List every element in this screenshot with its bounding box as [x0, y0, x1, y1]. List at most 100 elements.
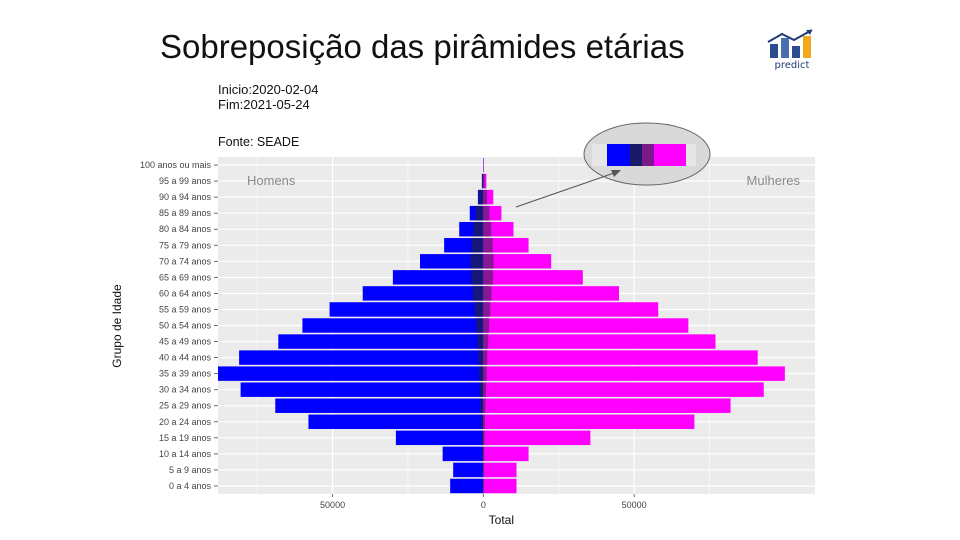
bar-overlay-men	[481, 430, 484, 446]
y-tick-label: 45 a 49 anos	[159, 337, 212, 347]
bar-overlay-men	[481, 414, 484, 430]
bar-women	[483, 286, 620, 301]
callout-arrow-line	[515, 171, 618, 208]
bar-overlay-women	[483, 318, 490, 333]
bar-overlay-women	[483, 221, 492, 237]
bar-overlay-men	[478, 189, 484, 205]
bar-men	[395, 430, 484, 446]
y-tick-label: 55 a 59 anos	[159, 304, 212, 314]
x-tick-label: 50000	[320, 500, 345, 510]
women-annotation: Mulheres	[747, 173, 801, 188]
bar-overlay-men	[479, 366, 484, 381]
y-tick-label: 85 a 89 anos	[159, 208, 212, 218]
bar-overlay-men	[474, 302, 484, 317]
men-annotation: Homens	[247, 173, 296, 188]
y-tick-label: 90 a 94 anos	[159, 192, 212, 202]
bar-men	[308, 414, 484, 430]
y-tick-label: 60 a 64 anos	[159, 288, 212, 298]
x-tick-labels: 50000 0 50000	[320, 494, 647, 510]
bar-men	[453, 462, 484, 478]
bar-overlay-women	[483, 254, 494, 269]
bar-overlay-men	[471, 270, 484, 285]
bar-women	[483, 446, 529, 462]
bar-overlay-men	[482, 462, 484, 478]
y-tick-label: 0 a 4 anos	[169, 481, 212, 491]
start-date-label: Inicio:2020-02-04	[218, 82, 319, 97]
bar-women	[483, 302, 659, 317]
y-tick-label: 50 a 54 anos	[159, 321, 212, 331]
logo-text: predict	[774, 60, 810, 71]
bar-overlay-men	[475, 205, 484, 221]
bar-women	[483, 398, 731, 413]
x-tick-label: 0	[481, 500, 486, 510]
bar-women	[483, 350, 758, 365]
bar-overlay-women	[483, 414, 485, 430]
bar-overlay-women	[483, 366, 487, 381]
bar-overlay-men	[473, 221, 484, 237]
y-tick-label: 35 a 39 anos	[159, 369, 212, 379]
y-tick-label: 25 a 29 anos	[159, 401, 212, 411]
bar-overlay-men	[476, 318, 484, 333]
y-tick-labels: 0 a 4 anos 5 a 9 anos 10 a 14 anos 15 a 19 …	[140, 160, 218, 491]
legend-swatch-men	[607, 144, 630, 166]
bar-men	[218, 366, 484, 381]
bar-women	[483, 238, 529, 253]
bar-women	[483, 254, 552, 269]
end-date-label: Fim:2021-05-24	[218, 97, 310, 112]
bar-overlay-women	[483, 334, 489, 349]
bar-men	[420, 254, 484, 269]
bar-overlay-men	[473, 286, 484, 301]
bar-women	[483, 430, 591, 446]
y-tick-label: 5 a 9 anos	[169, 465, 212, 475]
bar-men	[442, 446, 484, 462]
bar-women	[483, 334, 716, 349]
bar-women	[483, 318, 689, 333]
bar-men	[278, 334, 484, 349]
legend-swatch-overlay-women	[642, 144, 654, 166]
y-tick-label: 20 a 24 anos	[159, 417, 212, 427]
bar-women	[483, 382, 764, 397]
bar-overlay-women	[483, 205, 490, 221]
bar-overlay-women	[483, 478, 484, 494]
bar-men	[450, 478, 484, 494]
bar-overlay-women	[483, 382, 487, 397]
bar-men	[392, 270, 484, 285]
y-tick-label: 80 a 84 anos	[159, 224, 212, 234]
y-tick-label: 95 a 99 anos	[159, 176, 212, 186]
bar-men	[240, 382, 484, 397]
bar-overlay-men	[477, 334, 484, 349]
y-tick-label: 70 a 74 anos	[159, 256, 212, 266]
bar-overlay-women	[483, 446, 485, 462]
bar-overlay-men	[471, 238, 484, 253]
y-tick-label: 75 a 79 anos	[159, 240, 212, 250]
logo-graphic	[767, 29, 813, 58]
bar-women	[483, 173, 487, 189]
bar-overlay-men	[482, 446, 484, 462]
y-tick-label: 30 a 34 anos	[159, 385, 212, 395]
bars-layer	[218, 157, 785, 494]
bar-men	[329, 302, 484, 317]
bar-overlay-men	[470, 254, 484, 269]
bar-women	[483, 478, 517, 494]
source-label: Fonte: SEADE	[218, 135, 300, 149]
bar-women	[483, 270, 583, 285]
bar-men	[302, 318, 484, 333]
bar-overlay-men	[481, 173, 484, 189]
y-tick-label: 15 a 19 anos	[159, 433, 212, 443]
bar-women	[483, 366, 785, 381]
bar-overlay-women	[483, 350, 488, 365]
y-tick-label: 100 anos ou mais	[140, 160, 212, 170]
bar-overlay-men	[479, 382, 484, 397]
bar-men	[239, 350, 484, 365]
overlay-legend-callout	[515, 122, 711, 208]
bar-women	[483, 414, 695, 430]
bar-overlay-women	[483, 238, 493, 253]
predict-logo: predict	[764, 28, 820, 72]
x-axis-title: Total	[489, 513, 514, 527]
bar-overlay-women	[483, 270, 493, 285]
bar-women	[483, 462, 517, 478]
callout-arrow-head	[611, 170, 621, 177]
y-tick-label: 65 a 69 anos	[159, 272, 212, 282]
bar-overlay-men	[478, 350, 484, 365]
